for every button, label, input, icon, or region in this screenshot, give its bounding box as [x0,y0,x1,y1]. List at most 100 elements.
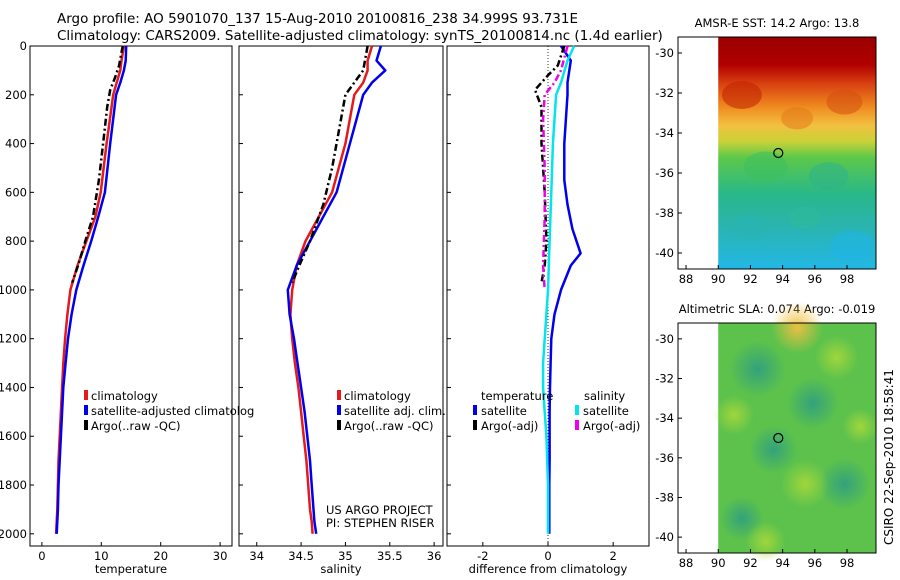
sst-texture [830,230,875,262]
x-axis-label: difference from climatology [469,562,628,576]
legend-swatch-climatology [337,390,341,400]
map-x-tick-label: 94 [775,272,790,286]
y-tick-label: 1000 [0,283,27,297]
credit-project: US ARGO PROJECT [326,503,434,517]
map-x-tick-label: 90 [711,272,726,286]
legend-swatch-climatology [84,390,88,400]
series-line-salinity-argo-adj- [541,45,569,290]
sst-texture [721,81,762,109]
y-tick-label: 1800 [0,478,27,492]
series-line-satellite-adj-clim- [286,45,387,534]
legend-swatch-sal-satellite [575,405,579,415]
series-line-argo-raw-qc- [291,45,369,284]
legend-swatch-argo [337,420,341,430]
sla-texture [714,395,755,435]
sla-texture [818,458,871,510]
map-y-tick-label: -32 [655,372,674,386]
series-line-climatology [289,45,374,534]
map-y-tick-label: -38 [655,490,674,504]
profile-location-marker [773,147,784,159]
sla-texture [814,335,859,380]
map-y-tick-label: -36 [655,451,674,465]
y-tick-label: 200 [5,88,27,102]
legend-label-sal-argo: Argo(-adj) [583,419,640,433]
x-tick-label: 2 [609,549,616,563]
map-y-tick-label: -40 [655,530,674,544]
difference-legend: temperature salinity satellite Argo(-adj… [473,389,640,433]
temperature-panel: 0 10 20 30 0 200 400 600 800 1000 1200 1400 1600 1800… [0,39,233,576]
sla-texture [729,341,786,397]
legend-swatch-satellite [84,405,88,415]
map-frame [677,36,877,270]
series-line-satellite-adjusted-climatolog [55,45,128,534]
series-line-salinity-satellite [541,45,576,534]
sla-texture [771,301,824,354]
legend-swatch-satellite [337,405,341,415]
map-x-tick-label: 88 [679,272,694,286]
map-y-tick-label: -32 [655,86,674,100]
sla-texture [749,425,798,474]
map-y-tick-label: -40 [655,246,674,260]
sst-texture [826,89,863,115]
credit-timestamp: CSIRO 22-Sep-2010 18:58:41 [882,369,896,545]
series-line-temperature-argo-adj- [533,45,566,283]
map-x-tick-label: 98 [840,556,855,570]
series-line-temperature-satellite [548,45,582,534]
map-x-tick-label: 96 [808,272,823,286]
map-x-tick-label: 96 [808,556,823,570]
legend-label-argo: Argo(..raw -QC) [344,419,434,433]
map-y-tick-label: -30 [655,46,674,60]
sst-map-panel: AMSR-E SST: 14.2 Argo: 13.8 88 90 92 94 96 98 -… [655,16,877,286]
map-x-tick-label: 92 [743,272,758,286]
y-tick-label: 0 [20,39,27,53]
map-y-tick-label: -38 [655,206,674,220]
map-x-tick-label: 90 [711,556,726,570]
sla-map-panel: Altimetric SLA: 0.074 Argo: -0.019 88 90 92… [655,301,879,570]
x-tick-label: 0 [38,549,45,563]
legend-swatch-argo [84,420,88,430]
profile-location-marker [773,432,784,444]
temperature-legend: climatology satellite-adjusted climatolo… [84,389,254,433]
header-line-2: Climatology: CARS2009. Satellite-adjuste… [57,28,663,44]
sla-texture [842,408,879,445]
y-tick-label: 800 [5,234,27,248]
salinity-panel: 34 34.5 35 35.5 36 salinity [238,45,444,576]
x-tick-label: 36 [427,549,442,563]
map-y-tick-label: -34 [655,126,674,140]
x-axis-label: salinity [320,562,361,576]
legend-label-satellite: satellite-adjusted climatolog [91,404,254,418]
legend-label-sal-satellite: satellite [583,404,629,418]
sla-texture [745,521,786,562]
y-tick-label: 600 [5,185,27,199]
legend-label-temp-argo: Argo(-adj) [481,419,538,433]
legend-title-temperature: temperature [481,389,553,403]
sla-texture [786,377,839,430]
legend-label-climatology: climatology [344,389,411,403]
plot-frame [29,45,233,547]
legend-swatch-temp-satellite [473,405,477,415]
x-tick-label: 34 [249,549,264,563]
legend-label-argo: Argo(..raw -QC) [91,419,181,433]
y-tick-label: 1200 [0,332,27,346]
map-y-tick-label: -30 [655,332,674,346]
map-title: AMSR-E SST: 14.2 Argo: 13.8 [695,16,860,30]
legend-label-climatology: climatology [91,389,158,403]
map-x-tick-label: 88 [679,556,694,570]
legend-label-satellite: satellite adj. clim. [344,404,446,418]
x-tick-label: -2 [477,549,488,563]
sst-texture [743,151,788,183]
credit-pi: PI: STEPHEN RISER [326,516,435,530]
map-x-tick-label: 94 [775,556,790,570]
x-tick-label: 0 [544,549,551,563]
map-title: Altimetric SLA: 0.074 Argo: -0.019 [679,302,876,316]
map-y-tick-label: -34 [655,411,674,425]
x-tick-label: 34.5 [288,549,314,563]
x-axis-label: temperature [95,562,167,576]
map-y-tick-label: -36 [655,166,674,180]
sst-texture [781,107,814,130]
map-frame [677,322,877,554]
plot-frame [238,45,444,547]
x-tick-label: 35 [338,549,353,563]
